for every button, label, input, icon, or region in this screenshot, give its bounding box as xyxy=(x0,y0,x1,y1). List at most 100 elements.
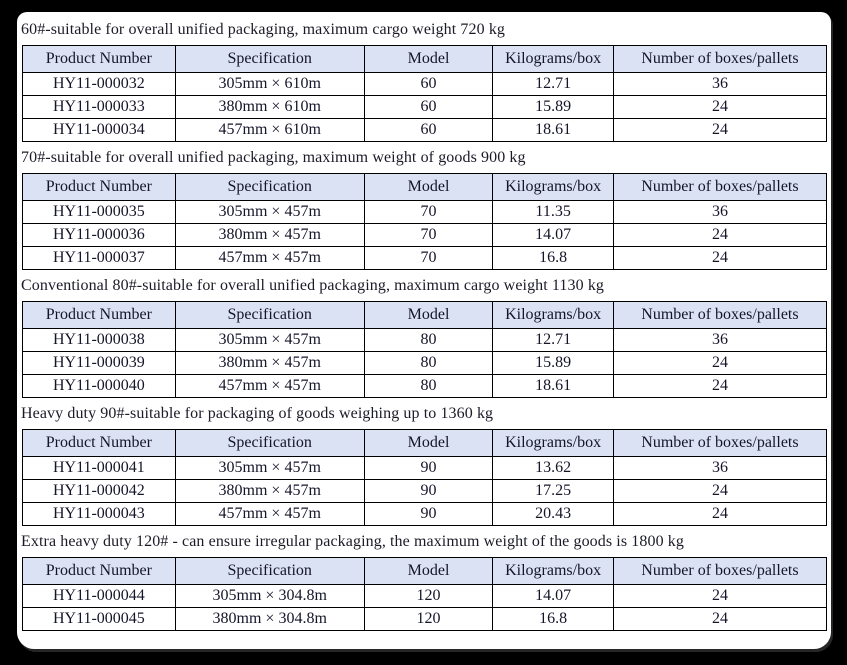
cell-boxes-per-pallet: 24 xyxy=(612,118,828,142)
cell-model: 90 xyxy=(363,502,494,526)
cell-specification: 380mm × 610m xyxy=(174,95,365,119)
cell-model: 60 xyxy=(363,118,494,142)
col-header-model: Model xyxy=(363,45,494,73)
cell-specification: 380mm × 457m xyxy=(174,351,365,375)
table-row: HY11-000036 380mm × 457m 70 14.07 24 xyxy=(22,223,828,247)
table-header-row: Product Number Specification Model Kilog… xyxy=(22,429,828,457)
cell-product-number: HY11-000044 xyxy=(22,584,176,608)
col-header-model: Model xyxy=(363,301,494,329)
table-header-row: Product Number Specification Model Kilog… xyxy=(22,301,828,329)
cell-kilograms-per-box: 20.43 xyxy=(492,502,614,526)
cell-model: 90 xyxy=(363,456,494,480)
cell-model: 70 xyxy=(363,246,494,270)
cell-kilograms-per-box: 11.35 xyxy=(492,200,614,224)
section-60: 60#-suitable for overall unified packagi… xyxy=(17,14,831,142)
cell-model: 120 xyxy=(363,584,494,608)
col-header-boxes-per-pallet: Number of boxes/pallets xyxy=(612,301,828,329)
cell-boxes-per-pallet: 36 xyxy=(612,200,828,224)
cell-boxes-per-pallet: 24 xyxy=(612,607,828,631)
cell-kilograms-per-box: 17.25 xyxy=(492,479,614,503)
cell-model: 80 xyxy=(363,351,494,375)
table-row: HY11-000037 457mm × 457m 70 16.8 24 xyxy=(22,246,828,270)
cell-boxes-per-pallet: 24 xyxy=(612,95,828,119)
cell-product-number: HY11-000036 xyxy=(22,223,176,247)
cell-specification: 457mm × 457m xyxy=(174,246,365,270)
cell-kilograms-per-box: 15.89 xyxy=(492,351,614,375)
col-header-product-number: Product Number xyxy=(22,301,176,329)
cell-specification: 305mm × 457m xyxy=(174,456,365,480)
table-row: HY11-000033 380mm × 610m 60 15.89 24 xyxy=(22,95,828,119)
cell-product-number: HY11-000040 xyxy=(22,374,176,398)
cell-specification: 380mm × 457m xyxy=(174,479,365,503)
col-header-kilograms-per-box: Kilograms/box xyxy=(492,173,614,201)
col-header-kilograms-per-box: Kilograms/box xyxy=(492,45,614,73)
col-header-kilograms-per-box: Kilograms/box xyxy=(492,557,614,585)
col-header-product-number: Product Number xyxy=(22,173,176,201)
cell-boxes-per-pallet: 24 xyxy=(612,502,828,526)
cell-model: 120 xyxy=(363,607,494,631)
table-row: HY11-000035 305mm × 457m 70 11.35 36 xyxy=(22,200,828,224)
cell-specification: 457mm × 610m xyxy=(174,118,365,142)
col-header-specification: Specification xyxy=(174,45,365,73)
cell-product-number: HY11-000032 xyxy=(22,72,176,96)
cell-kilograms-per-box: 14.07 xyxy=(492,223,614,247)
cell-boxes-per-pallet: 24 xyxy=(612,223,828,247)
cell-kilograms-per-box: 18.61 xyxy=(492,118,614,142)
table-row: HY11-000039 380mm × 457m 80 15.89 24 xyxy=(22,351,828,375)
section-heading: 70#-suitable for overall unified packagi… xyxy=(21,149,526,166)
section-heading: 60#-suitable for overall unified packagi… xyxy=(21,21,506,38)
cell-boxes-per-pallet: 24 xyxy=(612,479,828,503)
cell-model: 90 xyxy=(363,479,494,503)
cell-model: 60 xyxy=(363,72,494,96)
section-120: Extra heavy duty 120# - can ensure irreg… xyxy=(17,526,831,631)
table-row: HY11-000044 305mm × 304.8m 120 14.07 24 xyxy=(22,584,828,608)
table-row: HY11-000038 305mm × 457m 80 12.71 36 xyxy=(22,328,828,352)
table-row: HY11-000045 380mm × 304.8m 120 16.8 24 xyxy=(22,607,828,631)
cell-product-number: HY11-000043 xyxy=(22,502,176,526)
cell-kilograms-per-box: 13.62 xyxy=(492,456,614,480)
col-header-kilograms-per-box: Kilograms/box xyxy=(492,429,614,457)
section-80: Conventional 80#-suitable for overall un… xyxy=(17,270,831,398)
cell-kilograms-per-box: 14.07 xyxy=(492,584,614,608)
table-row: HY11-000041 305mm × 457m 90 13.62 36 xyxy=(22,456,828,480)
col-header-model: Model xyxy=(363,557,494,585)
table-header-row: Product Number Specification Model Kilog… xyxy=(22,173,828,201)
cell-product-number: HY11-000039 xyxy=(22,351,176,375)
table-header-row: Product Number Specification Model Kilog… xyxy=(22,557,828,585)
section-90: Heavy duty 90#-suitable for packaging of… xyxy=(17,398,831,526)
cell-model: 80 xyxy=(363,328,494,352)
spec-table-80: Product Number Specification Model Kilog… xyxy=(22,301,828,398)
section-heading: Extra heavy duty 120# - can ensure irreg… xyxy=(21,533,684,550)
cell-boxes-per-pallet: 24 xyxy=(612,246,828,270)
cell-product-number: HY11-000045 xyxy=(22,607,176,631)
cell-product-number: HY11-000042 xyxy=(22,479,176,503)
col-header-specification: Specification xyxy=(174,301,365,329)
cell-boxes-per-pallet: 24 xyxy=(612,351,828,375)
section-heading: Conventional 80#-suitable for overall un… xyxy=(21,277,605,294)
cell-specification: 305mm × 304.8m xyxy=(174,584,365,608)
col-header-product-number: Product Number xyxy=(22,429,176,457)
cell-kilograms-per-box: 12.71 xyxy=(492,72,614,96)
cell-boxes-per-pallet: 36 xyxy=(612,328,828,352)
cell-boxes-per-pallet: 36 xyxy=(612,456,828,480)
col-header-model: Model xyxy=(363,429,494,457)
col-header-specification: Specification xyxy=(174,429,365,457)
section-70: 70#-suitable for overall unified packagi… xyxy=(17,142,831,270)
cell-kilograms-per-box: 15.89 xyxy=(492,95,614,119)
cell-product-number: HY11-000033 xyxy=(22,95,176,119)
section-heading: Heavy duty 90#-suitable for packaging of… xyxy=(21,405,494,422)
spec-table-120: Product Number Specification Model Kilog… xyxy=(22,557,828,631)
cell-boxes-per-pallet: 24 xyxy=(612,374,828,398)
cell-kilograms-per-box: 12.71 xyxy=(492,328,614,352)
col-header-specification: Specification xyxy=(174,173,365,201)
cell-specification: 457mm × 457m xyxy=(174,374,365,398)
cell-specification: 380mm × 457m xyxy=(174,223,365,247)
cell-model: 60 xyxy=(363,95,494,119)
cell-kilograms-per-box: 18.61 xyxy=(492,374,614,398)
cell-specification: 305mm × 610m xyxy=(174,72,365,96)
cell-product-number: HY11-000034 xyxy=(22,118,176,142)
spec-table-60: Product Number Specification Model Kilog… xyxy=(22,45,828,142)
table-row: HY11-000040 457mm × 457m 80 18.61 24 xyxy=(22,374,828,398)
col-header-product-number: Product Number xyxy=(22,45,176,73)
